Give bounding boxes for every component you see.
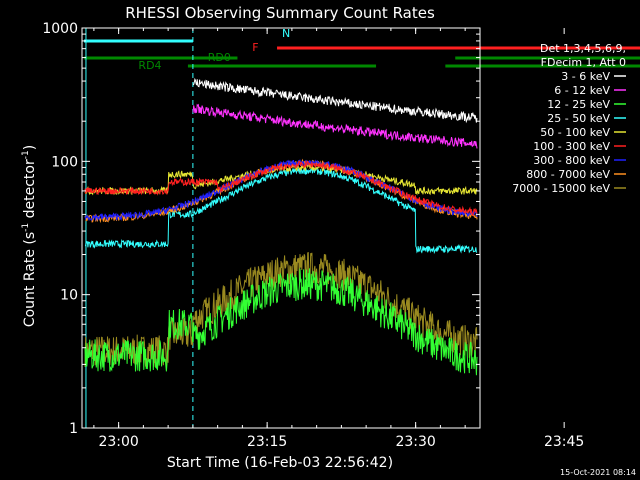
y-tick-label: 100 — [51, 154, 78, 170]
x-axis-label: Start Time (16-Feb-03 22:56:42) — [167, 455, 393, 471]
y-axis-label-close: ) — [22, 145, 38, 150]
x-tick-label: 23:00 — [98, 434, 138, 450]
x-tick-label: 23:30 — [395, 434, 435, 450]
chart-title: RHESSI Observing Summary Count Rates — [125, 4, 435, 22]
series-line-2 — [84, 268, 478, 376]
footer-timestamp: 15-Oct-2021 08:14 — [560, 468, 636, 477]
series-line-0 — [192, 77, 478, 124]
y-axis-label-sup2: -1 — [21, 150, 31, 159]
legend-label: 50 - 100 keV — [540, 126, 610, 139]
flag-label-f: F — [252, 41, 258, 54]
plot-frame — [81, 27, 481, 429]
series-8 — [84, 252, 478, 368]
flag-label-rd0: RD0 — [208, 51, 231, 64]
axes: 23:0023:1523:3023:4500:0000:1500:3011010… — [42, 21, 584, 450]
legend-label: 800 - 7000 keV — [526, 168, 610, 181]
legend-header: FDecim 1, Att 0 — [541, 56, 626, 69]
series-1 — [192, 103, 478, 149]
series-line-3 — [84, 166, 478, 255]
legend-header: Det 1,3,4,5,6,9, — [540, 42, 626, 55]
legend-label: 6 - 12 keV — [554, 84, 610, 97]
series-5 — [84, 160, 478, 217]
flag-label-n: N — [282, 27, 290, 40]
series-layer — [84, 77, 478, 376]
y-axis-label: Count Rate (s-1 detector-1) — [21, 145, 38, 327]
y-axis-label-main: Count Rate (s — [22, 232, 38, 327]
series-line-4 — [84, 162, 478, 196]
series-line-8 — [84, 252, 478, 368]
x-tick-label: 23:15 — [247, 434, 287, 450]
y-axis-label-sup: -1 — [21, 223, 31, 232]
y-tick-label: 1 — [69, 421, 78, 437]
series-3 — [84, 166, 478, 255]
legend-label: 7000 - 15000 keV — [512, 182, 610, 195]
y-axis-label-rest: detector — [22, 159, 38, 223]
flag-label-rd4: RD4 — [138, 59, 161, 72]
legend: Det 1,3,4,5,6,9,FDecim 1, Att 03 - 6 keV… — [512, 42, 626, 195]
legend-label: 12 - 25 keV — [547, 98, 610, 111]
series-0 — [192, 77, 478, 124]
y-tick-label: 1000 — [42, 21, 78, 37]
legend-label: 100 - 300 keV — [533, 140, 610, 153]
legend-label: 300 - 800 keV — [533, 154, 610, 167]
x-tick-label: 23:45 — [544, 434, 584, 450]
legend-label: 3 - 6 keV — [561, 70, 610, 83]
series-line-1 — [192, 103, 478, 149]
y-tick-label: 10 — [60, 288, 78, 304]
series-2 — [84, 268, 478, 376]
series-line-5 — [84, 160, 478, 217]
legend-label: 25 - 50 keV — [547, 112, 610, 125]
series-4 — [84, 162, 478, 196]
